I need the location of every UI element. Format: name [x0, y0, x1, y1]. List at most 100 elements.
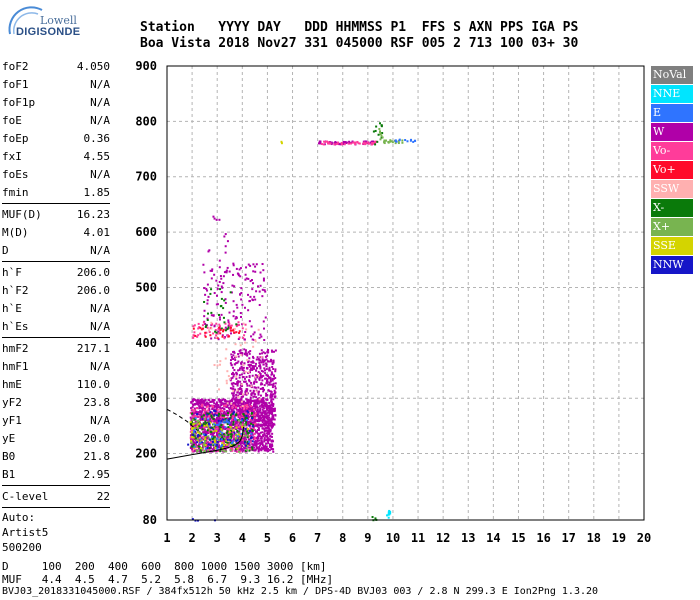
echo-point: [229, 424, 232, 427]
echo-point: [260, 382, 263, 385]
echo-point: [269, 396, 272, 399]
echo-point: [209, 445, 212, 448]
echo-point: [192, 426, 195, 429]
echo-point: [187, 443, 190, 446]
echo-point: [206, 437, 209, 440]
echo-point: [265, 392, 268, 395]
echo-point: [206, 415, 209, 418]
echo-point: [270, 412, 273, 415]
echo-point: [221, 334, 224, 337]
header-values: Boa Vista 2018 Nov27 331 045000 RSF 005 …: [140, 36, 579, 51]
echo-point: [258, 361, 261, 364]
echo-point: [263, 429, 266, 432]
echo-point: [265, 432, 268, 435]
echo-point: [248, 443, 251, 446]
param-value: 4.55: [83, 150, 111, 163]
echo-point: [231, 329, 234, 332]
param-row: B1 2.95: [2, 466, 110, 484]
echo-point: [258, 303, 261, 306]
echo-point: [252, 270, 255, 273]
echo-point: [259, 425, 262, 428]
echo-point: [253, 408, 256, 411]
echo-point: [204, 415, 207, 418]
echo-point: [251, 413, 254, 416]
echo-point: [250, 385, 253, 388]
echo-point: [262, 445, 265, 448]
echo-point: [254, 340, 257, 343]
echo-point: [323, 143, 326, 146]
echo-point: [204, 438, 207, 441]
echo-point: [222, 416, 225, 419]
echo-point: [197, 413, 200, 416]
echo-point: [215, 405, 218, 408]
echo-point: [198, 405, 201, 408]
echo-point: [270, 421, 273, 424]
echo-point: [237, 274, 240, 277]
echo-point: [265, 447, 268, 450]
echo-point: [251, 368, 254, 371]
echo-point: [226, 414, 229, 417]
echo-point: [249, 295, 252, 298]
param-row: foEs N/A: [2, 166, 110, 184]
echo-point: [211, 323, 214, 326]
echo-point: [253, 414, 256, 417]
echo-point: [194, 418, 197, 421]
echo-point: [212, 444, 215, 447]
echo-point: [220, 418, 223, 421]
echo-point: [248, 380, 251, 383]
echo-point: [274, 414, 277, 417]
echo-point: [233, 433, 236, 436]
echo-point: [209, 421, 212, 424]
echo-point: [269, 435, 272, 438]
echo-point: [270, 358, 273, 361]
echo-point: [261, 416, 264, 419]
echo-point: [195, 415, 198, 418]
echo-point: [232, 375, 235, 378]
echo-point: [232, 421, 235, 424]
echo-point: [257, 393, 260, 396]
echo-point: [203, 434, 206, 437]
echo-point: [250, 279, 253, 282]
echo-point: [232, 300, 235, 303]
echo-point: [259, 431, 262, 434]
echo-point: [239, 437, 242, 440]
echo-point: [197, 433, 200, 436]
echo-point: [222, 437, 225, 440]
echo-point: [200, 442, 203, 445]
echo-point: [238, 410, 241, 413]
echo-point: [208, 249, 211, 252]
echo-point: [267, 447, 270, 450]
echo-point: [230, 382, 233, 385]
echo-point: [210, 337, 213, 340]
echo-point: [214, 425, 217, 428]
echo-point: [247, 363, 250, 366]
echo-point: [259, 407, 262, 410]
echo-point: [205, 442, 208, 445]
echo-point: [223, 414, 226, 417]
echo-point: [206, 447, 209, 450]
echo-point: [207, 443, 210, 446]
echo-point: [259, 444, 262, 447]
echo-point: [232, 394, 235, 397]
echo-point: [209, 441, 212, 444]
echo-point: [261, 400, 264, 403]
echo-point: [270, 403, 273, 406]
param-name: MUF(D): [2, 208, 42, 221]
echo-point: [251, 448, 254, 451]
echo-point: [204, 430, 207, 433]
echo-point: [226, 402, 229, 405]
param-separator: [2, 337, 110, 338]
legend-item: SSE: [651, 237, 693, 255]
echo-point: [213, 402, 216, 405]
echo-point: [251, 288, 254, 291]
echo-point: [263, 403, 266, 406]
echo-point: [259, 375, 262, 378]
echo-point: [240, 388, 243, 391]
echo-point: [223, 410, 226, 413]
echo-point: [240, 442, 243, 445]
echo-point: [389, 139, 392, 142]
echo-point: [204, 423, 207, 426]
echo-point: [237, 400, 240, 403]
echo-point: [380, 134, 383, 137]
echo-point: [249, 280, 252, 283]
